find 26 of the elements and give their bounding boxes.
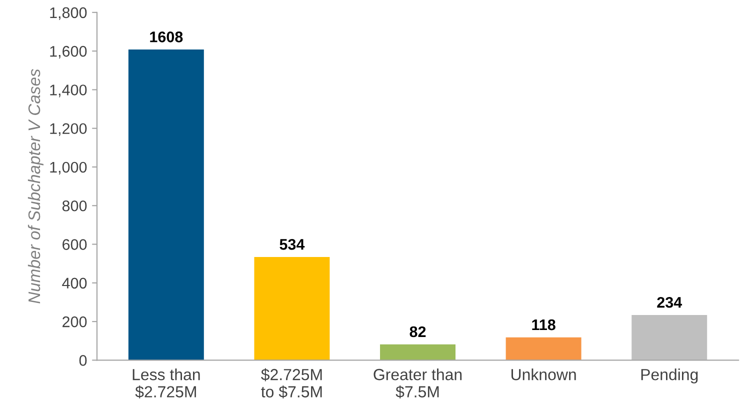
y-tick-label: 1,200	[50, 123, 87, 136]
x-tick-label: $2.725M to $7.5M	[261, 368, 322, 398]
data-label: 118	[532, 319, 556, 330]
y-tick-label: 1,600	[50, 46, 87, 59]
y-tick-label: 1,000	[50, 162, 87, 174]
x-tick-label: Pending	[641, 368, 698, 384]
data-label: 1608	[150, 32, 183, 42]
y-tick-label: 600	[62, 239, 87, 250]
data-label: 234	[657, 296, 682, 308]
y-tick-label: 800	[62, 200, 87, 212]
x-tick-label: Greater than $7.5M	[374, 368, 462, 398]
data-label: 534	[280, 239, 305, 250]
bar	[632, 314, 708, 360]
y-tick-label: 400	[62, 278, 87, 289]
bar	[380, 344, 456, 360]
bar	[506, 337, 582, 360]
y-tick-label: 1,400	[50, 84, 87, 98]
x-tick-label: Less than $2.725M	[132, 368, 200, 398]
y-tick-label: 200	[62, 316, 87, 328]
y-tick-label: 1,800	[50, 7, 87, 20]
bar	[254, 257, 330, 360]
x-tick-label: Unknown	[511, 368, 576, 380]
y-axis-title: Number of Subchapter V Cases	[28, 68, 44, 304]
y-tick-label: 0	[79, 355, 87, 366]
data-label: 82	[410, 326, 426, 338]
bar	[128, 50, 204, 360]
